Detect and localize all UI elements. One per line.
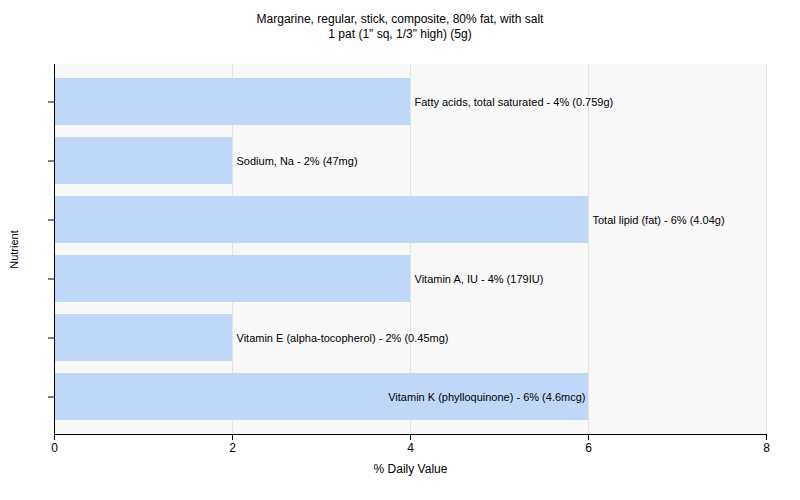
svg-text:Nutrient: Nutrient (8, 230, 20, 269)
svg-text:Fatty acids, total saturated -: Fatty acids, total saturated - 4% (0.759… (415, 96, 614, 108)
html-text:Margarine, regular, stick, com: Margarine, regular, stick, composite, 80… (256, 12, 544, 26)
svg-text:Vitamin A, IU - 4% (179IU): Vitamin A, IU - 4% (179IU) (415, 273, 544, 285)
svg-text:2: 2 (229, 441, 236, 455)
svg-text:6: 6 (585, 441, 592, 455)
svg-text:% Daily Value: % Daily Value (374, 462, 448, 476)
svg-text:Total lipid (fat) - 6% (4.04g): Total lipid (fat) - 6% (4.04g) (593, 214, 725, 226)
svg-text:4: 4 (407, 441, 414, 455)
html-text:1 pat (1" sq, 1/3" high) (5g): 1 pat (1" sq, 1/3" high) (5g) (328, 27, 472, 41)
svg-text:8: 8 (763, 441, 770, 455)
svg-text:Vitamin E (alpha-tocopherol) -: Vitamin E (alpha-tocopherol) - 2% (0.45m… (237, 332, 449, 344)
svg-text:0: 0 (51, 441, 58, 455)
svg-text:Vitamin K (phylloquinone) - 6%: Vitamin K (phylloquinone) - 6% (4.6mcg) (388, 391, 585, 403)
svg-text:Sodium, Na - 2% (47mg): Sodium, Na - 2% (47mg) (237, 155, 358, 167)
